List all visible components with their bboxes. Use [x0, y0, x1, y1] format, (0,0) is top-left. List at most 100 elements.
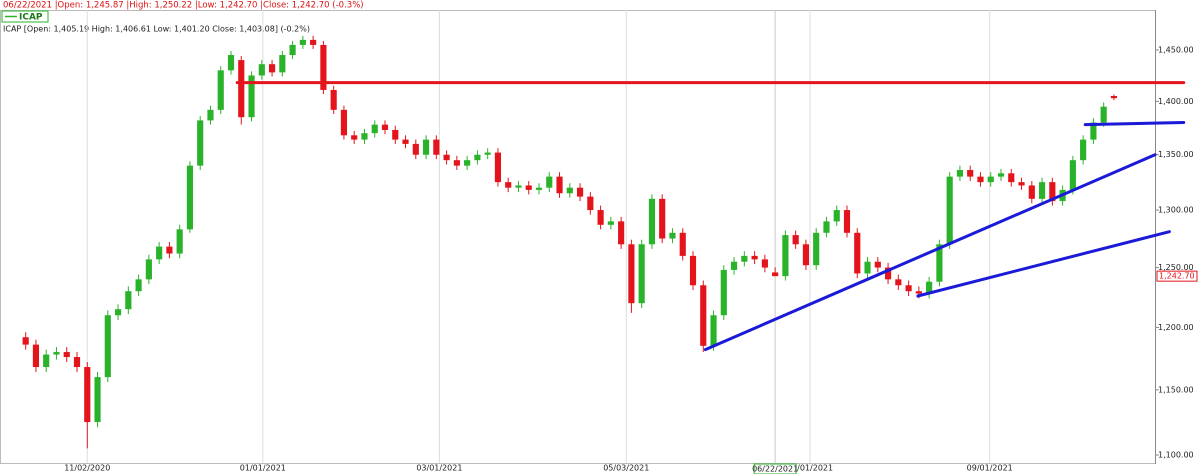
candle-body [659, 198, 666, 239]
y-tick-label: 1,300.00 [1158, 206, 1194, 215]
candle-body [176, 229, 183, 254]
candle-body [361, 133, 368, 140]
candle-body [782, 235, 789, 277]
candle-body [833, 210, 840, 222]
candle-body [289, 44, 296, 56]
candle-body [248, 75, 255, 118]
candle-body [1049, 182, 1056, 202]
candle-body [279, 55, 286, 73]
header: 06/22/2021 |Open: 1,245.87 |High: 1,250.… [3, 1, 364, 11]
candle-body [710, 315, 717, 346]
candle-body [330, 89, 337, 110]
candle-body [505, 182, 512, 188]
candle-body [217, 70, 224, 110]
candle-body [720, 269, 727, 316]
candle-body [926, 281, 933, 294]
candle-body [125, 291, 132, 310]
candle-body [946, 176, 953, 245]
x-tick-label: 07/01/2021 [787, 464, 833, 473]
candle-body [607, 221, 614, 225]
trend-line [916, 230, 1171, 298]
candle-body [576, 187, 584, 197]
candle-body [751, 255, 758, 260]
candle-body [1080, 139, 1087, 161]
candle-body [546, 176, 553, 188]
candle-body [741, 255, 748, 262]
candle-body [987, 176, 994, 183]
candle-body [412, 143, 419, 155]
x-tick-label: 05/03/2021 [603, 464, 649, 473]
candle-body [22, 337, 29, 345]
candle-body [618, 221, 625, 245]
candle-body [135, 279, 142, 292]
trend-line [1083, 121, 1186, 127]
candle-body [258, 64, 265, 76]
candle-body [32, 344, 40, 368]
candle-body [915, 291, 922, 294]
candle-body [638, 244, 645, 304]
candle-body [772, 272, 779, 277]
candle-body [823, 221, 830, 233]
candle-body [73, 357, 81, 368]
candle-body [227, 55, 235, 71]
candle-body [936, 244, 943, 282]
candle-body [84, 367, 91, 423]
candle-body [63, 352, 70, 358]
candle-body [648, 198, 656, 245]
legend-label: ICAP [19, 13, 43, 23]
candle-body [587, 196, 594, 211]
candle-body [977, 176, 984, 183]
candle-body [525, 185, 532, 190]
candle-body [433, 139, 440, 155]
candle-body [453, 160, 460, 166]
candle-body [566, 187, 573, 194]
candle-body [402, 139, 409, 144]
y-tick-label: 1,100.00 [1158, 450, 1194, 459]
crosshair-label: 06/22/2021 [752, 465, 798, 474]
candle-body [422, 139, 430, 155]
candle-body [351, 135, 358, 140]
candle-body [535, 187, 543, 190]
y-tick-label: 1,250.00 [1158, 263, 1194, 272]
x-tick-label: 03/01/2021 [416, 464, 462, 473]
candle-body [197, 120, 204, 166]
candle-body [145, 259, 152, 280]
candle-body [967, 170, 974, 177]
trend-line [703, 153, 1157, 352]
candle-body [884, 267, 892, 280]
candle-body [895, 279, 902, 286]
candle-body [494, 152, 502, 183]
candle-body [1038, 182, 1046, 199]
crosshair-box [753, 463, 797, 474]
candle-body [43, 354, 50, 368]
candle-body [1100, 106, 1107, 123]
candle-body [207, 109, 214, 121]
y-tick-label: 1,400.00 [1158, 97, 1194, 106]
candle-body [556, 176, 563, 194]
candle-body [515, 185, 522, 188]
candle-body [792, 235, 799, 245]
candle-body [1110, 95, 1118, 99]
candle-body [443, 154, 450, 161]
candle-body [104, 315, 111, 378]
candle-body [1028, 185, 1035, 199]
candle-body [854, 232, 861, 274]
candle-body [371, 124, 378, 134]
candle-body [186, 165, 194, 230]
candle-body [320, 44, 327, 90]
x-tick-label: 09/01/2021 [967, 464, 1013, 473]
y-tick-label: 1,150.00 [1158, 385, 1194, 394]
candle-body [700, 285, 707, 346]
candle-body [1069, 160, 1076, 190]
candle-body [484, 152, 491, 155]
candle-body [464, 160, 471, 166]
candle-body [905, 285, 912, 292]
x-tick-label: 01/01/2021 [240, 464, 286, 473]
candle-body [761, 259, 768, 268]
candle-body [53, 352, 60, 355]
candle-body [474, 154, 481, 161]
candle-body [997, 173, 1005, 177]
candle-body [1018, 182, 1025, 186]
candle-body [730, 261, 738, 270]
candle-body [166, 246, 173, 254]
